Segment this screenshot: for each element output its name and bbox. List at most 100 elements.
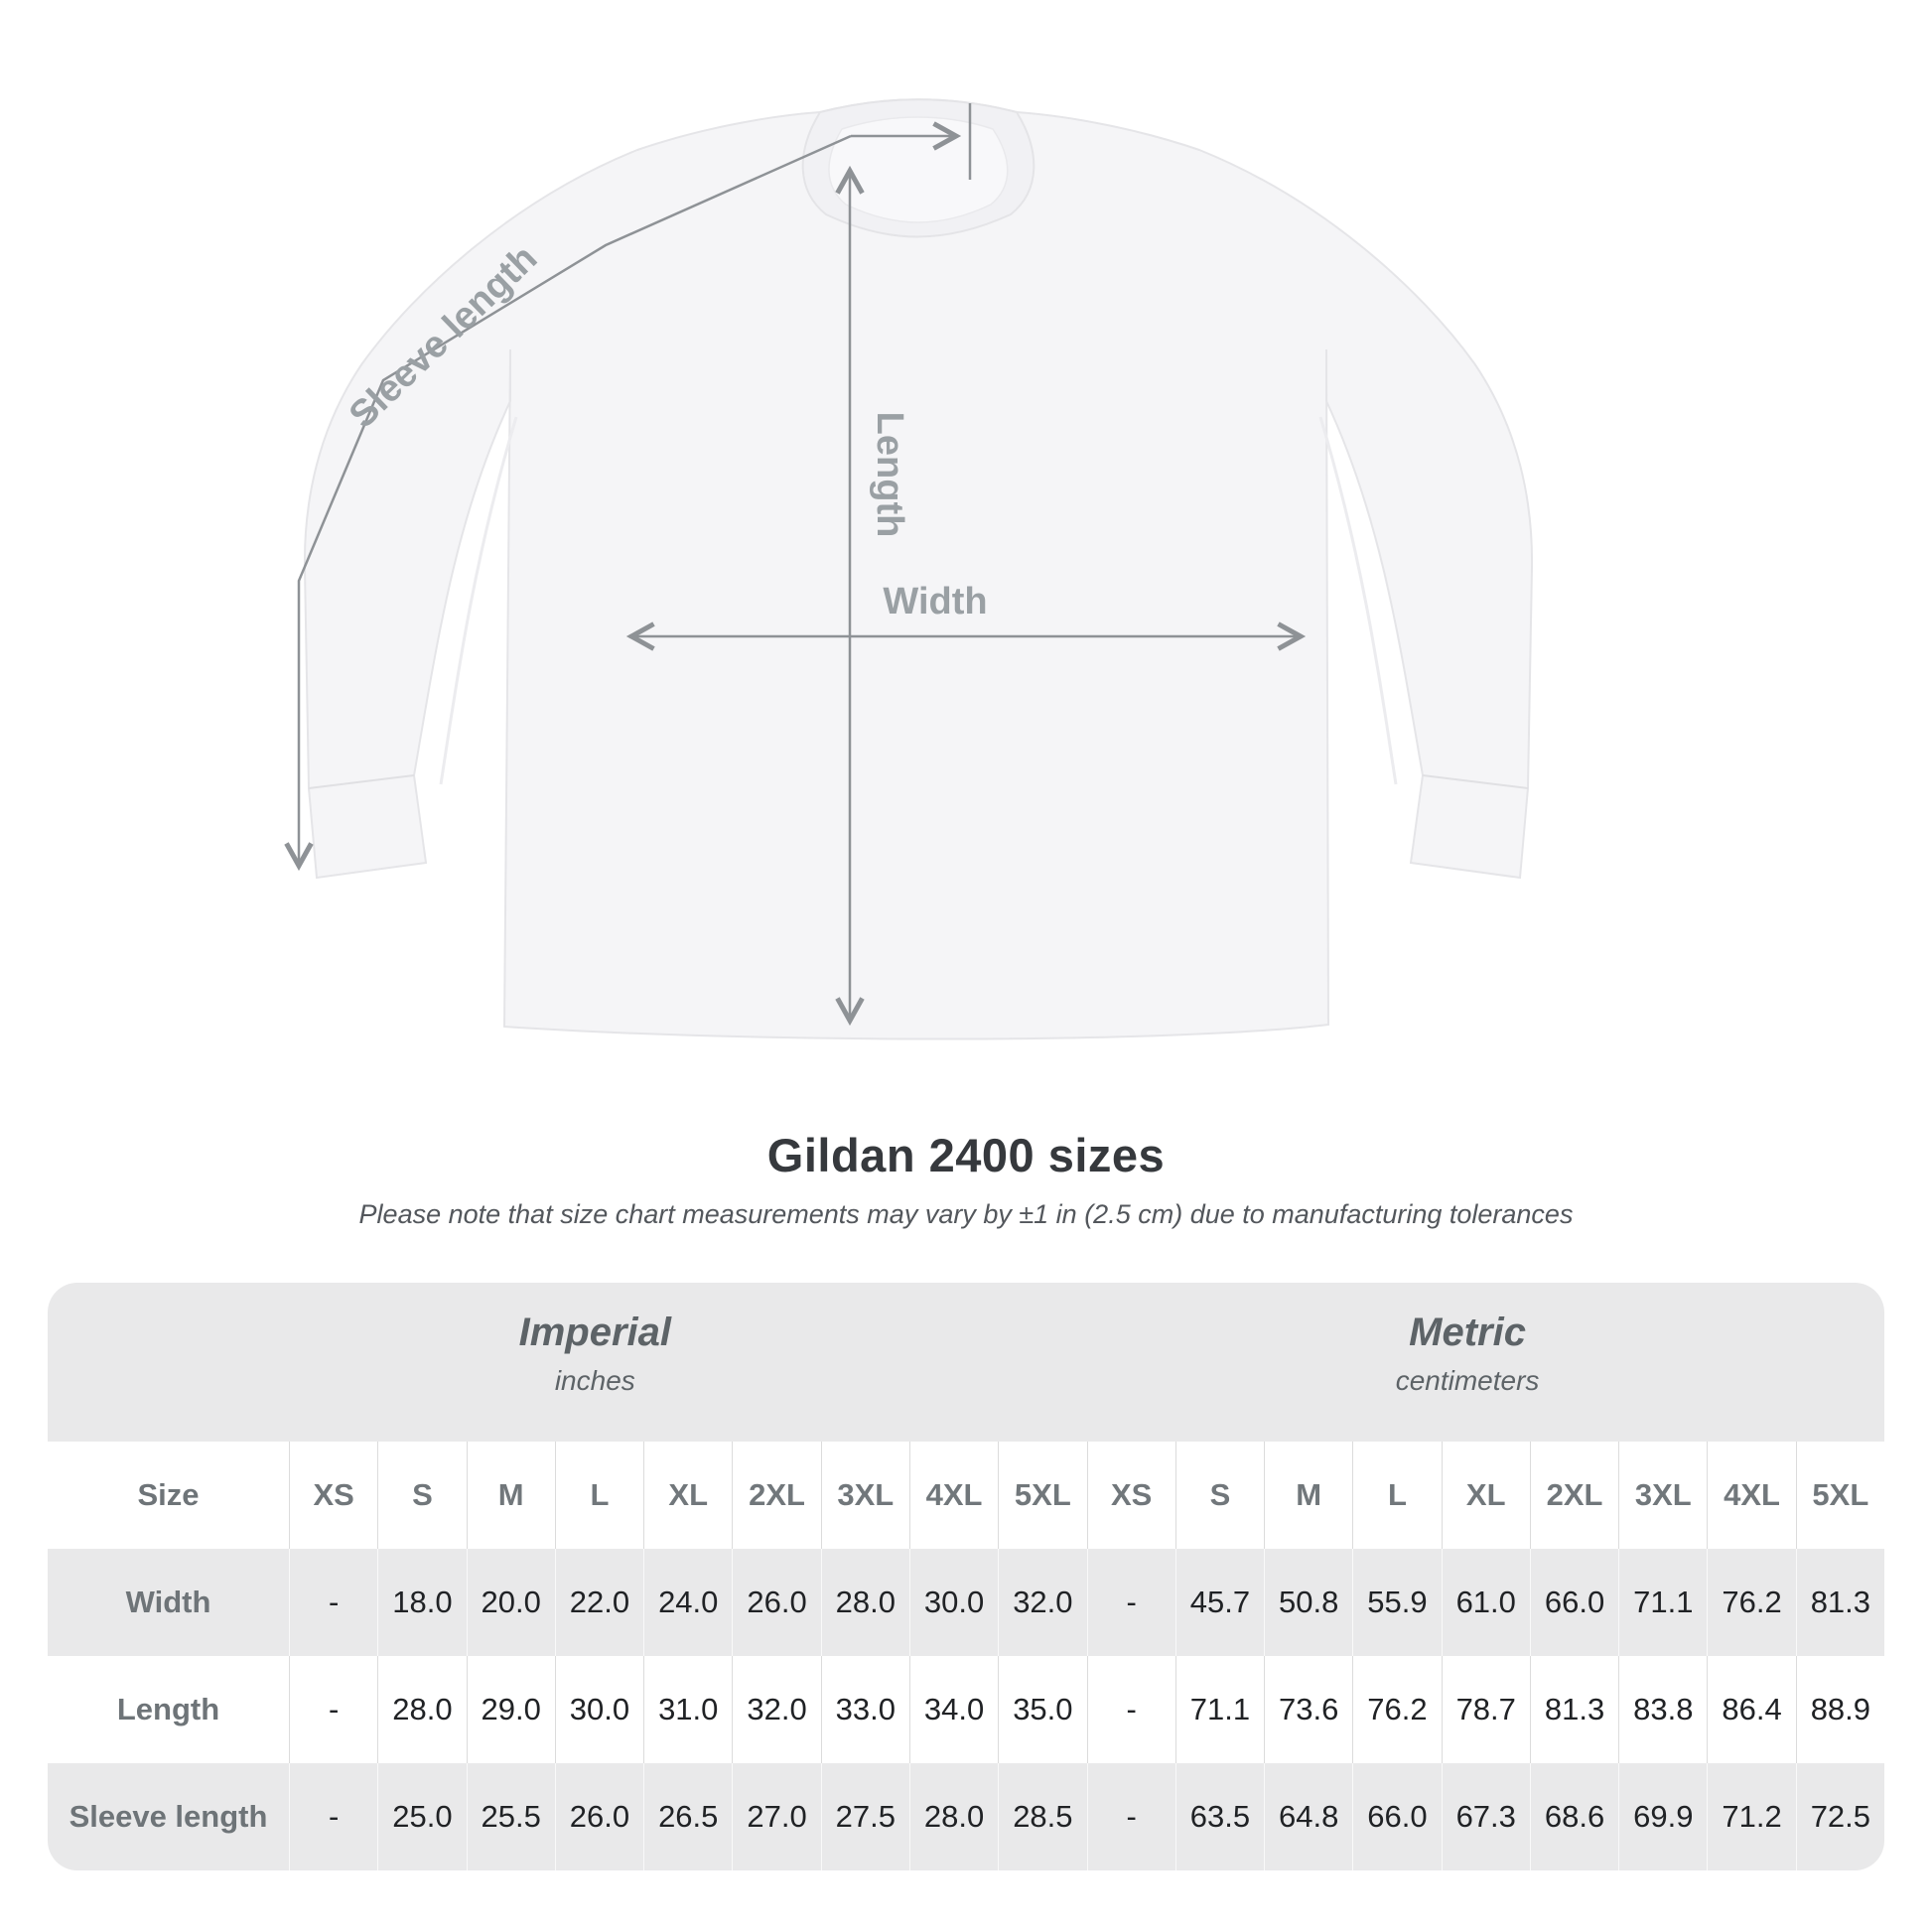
shirt-illustration: [303, 98, 1534, 1040]
value-cell-imperial: 24.0: [643, 1549, 733, 1656]
imperial-subtitle: inches: [554, 1365, 635, 1396]
value-cell-metric: 71.1: [1618, 1549, 1708, 1656]
left-sleeve-fold: [439, 416, 518, 785]
value-cell-metric: 72.5: [1795, 1763, 1884, 1870]
value-cell-imperial: 25.5: [466, 1763, 555, 1870]
size-grid: Size XS S M L XL 2XL 3XL 4XL 5XL XS S M L XL 2XL 3XL 4XL 5…: [48, 1442, 1884, 1870]
value-cell-metric: 73.6: [1264, 1656, 1353, 1763]
value-cell-imperial: 29.0: [466, 1656, 555, 1763]
value-cell-imperial: 27.5: [820, 1763, 909, 1870]
value-cell-imperial: 28.0: [820, 1549, 909, 1656]
size-header-metric: L: [1352, 1442, 1442, 1549]
metric-subtitle: centimeters: [1395, 1365, 1540, 1396]
size-column-header: Size: [48, 1442, 289, 1549]
value-cell-metric: 76.2: [1707, 1549, 1796, 1656]
value-cell-imperial: 28.0: [908, 1763, 999, 1870]
value-cell-imperial: 28.5: [998, 1763, 1087, 1870]
value-cell-imperial: 32.0: [998, 1549, 1087, 1656]
size-header-imperial: 5XL: [998, 1442, 1087, 1549]
value-cell-imperial: 26.0: [732, 1549, 821, 1656]
page-subtitle: Please note that size chart measurements…: [358, 1199, 1574, 1229]
metric-title: Metric: [1409, 1311, 1526, 1354]
value-cell-imperial: 27.0: [732, 1763, 821, 1870]
value-cell-imperial: 35.0: [998, 1656, 1087, 1763]
size-header-imperial: M: [466, 1442, 555, 1549]
value-cell-imperial: 32.0: [732, 1656, 821, 1763]
size-header-metric: M: [1264, 1442, 1353, 1549]
row-label: Length: [48, 1656, 289, 1763]
size-header-imperial: 3XL: [820, 1442, 909, 1549]
sleeve-length-line: [284, 134, 852, 872]
value-cell-imperial: 33.0: [820, 1656, 909, 1763]
value-cell-imperial: -: [289, 1549, 378, 1656]
value-cell-imperial: 30.0: [908, 1549, 999, 1656]
unit-group-imperial: Imperial inches: [519, 1311, 671, 1397]
value-cell-metric: 61.0: [1441, 1549, 1530, 1656]
value-cell-imperial: -: [289, 1656, 378, 1763]
value-cell-metric: 69.9: [1618, 1763, 1708, 1870]
value-cell-metric: -: [1086, 1656, 1175, 1763]
length-label: Length: [869, 412, 910, 538]
value-cell-imperial: -: [289, 1763, 378, 1870]
value-cell-imperial: 28.0: [377, 1656, 467, 1763]
row-label: Sleeve length: [48, 1763, 289, 1870]
width-label: Width: [883, 581, 987, 622]
value-cell-imperial: 26.0: [554, 1763, 644, 1870]
value-cell-metric: 81.3: [1529, 1656, 1619, 1763]
value-cell-imperial: 20.0: [466, 1549, 555, 1656]
value-cell-metric: 71.1: [1174, 1656, 1265, 1763]
collar-inner: [828, 116, 1009, 223]
shirt-body: [303, 98, 1534, 1040]
unit-header: Imperial inches Metric centimeters: [48, 1283, 1884, 1442]
page-title: Gildan 2400 sizes: [766, 1129, 1166, 1181]
value-cell-metric: 64.8: [1264, 1763, 1353, 1870]
right-cuff-seam: [1422, 774, 1529, 789]
value-cell-metric: -: [1086, 1763, 1175, 1870]
value-cell-metric: 86.4: [1707, 1656, 1796, 1763]
value-cell-metric: 68.6: [1529, 1763, 1619, 1870]
shirt-measurement-diagram: Width Length Sleeve length: [284, 98, 1534, 1040]
value-cell-metric: 88.9: [1795, 1656, 1884, 1763]
value-cell-metric: 67.3: [1441, 1763, 1530, 1870]
size-header-imperial: 2XL: [732, 1442, 821, 1549]
value-cell-metric: 81.3: [1795, 1549, 1884, 1656]
value-cell-metric: 78.7: [1441, 1656, 1530, 1763]
size-header-imperial: S: [377, 1442, 467, 1549]
value-cell-metric: -: [1086, 1549, 1175, 1656]
size-header-metric: 3XL: [1618, 1442, 1708, 1549]
value-cell-imperial: 34.0: [908, 1656, 999, 1763]
unit-group-metric: Metric centimeters: [1396, 1311, 1540, 1397]
measurement-lines: [284, 103, 1307, 1027]
value-cell-metric: 83.8: [1618, 1656, 1708, 1763]
value-cell-imperial: 25.0: [377, 1763, 467, 1870]
left-cuff-seam: [308, 774, 415, 789]
value-cell-imperial: 26.5: [643, 1763, 733, 1870]
value-cell-metric: 63.5: [1174, 1763, 1265, 1870]
size-header-metric: S: [1174, 1442, 1265, 1549]
size-header-metric: 5XL: [1795, 1442, 1884, 1549]
value-cell-metric: 45.7: [1174, 1549, 1265, 1656]
value-cell-metric: 76.2: [1352, 1656, 1442, 1763]
size-header-imperial: 4XL: [908, 1442, 999, 1549]
value-cell-metric: 66.0: [1352, 1763, 1442, 1870]
size-header-imperial: L: [554, 1442, 644, 1549]
value-cell-metric: 50.8: [1264, 1549, 1353, 1656]
value-cell-metric: 66.0: [1529, 1549, 1619, 1656]
size-header-metric: XL: [1441, 1442, 1530, 1549]
value-cell-imperial: 22.0: [554, 1549, 644, 1656]
right-sleeve-fold: [1318, 416, 1398, 785]
size-header-metric: 2XL: [1529, 1442, 1619, 1549]
value-cell-imperial: 31.0: [643, 1656, 733, 1763]
value-cell-imperial: 30.0: [554, 1656, 644, 1763]
size-header-metric: XS: [1086, 1442, 1175, 1549]
size-header-metric: 4XL: [1707, 1442, 1796, 1549]
imperial-title: Imperial: [518, 1311, 671, 1354]
value-cell-metric: 55.9: [1352, 1549, 1442, 1656]
size-table: Imperial inches Metric centimeters Size X…: [48, 1283, 1884, 1870]
size-header-imperial: XL: [643, 1442, 733, 1549]
row-label: Width: [48, 1549, 289, 1656]
value-cell-imperial: 18.0: [377, 1549, 467, 1656]
value-cell-metric: 71.2: [1707, 1763, 1796, 1870]
size-header-imperial: XS: [289, 1442, 378, 1549]
